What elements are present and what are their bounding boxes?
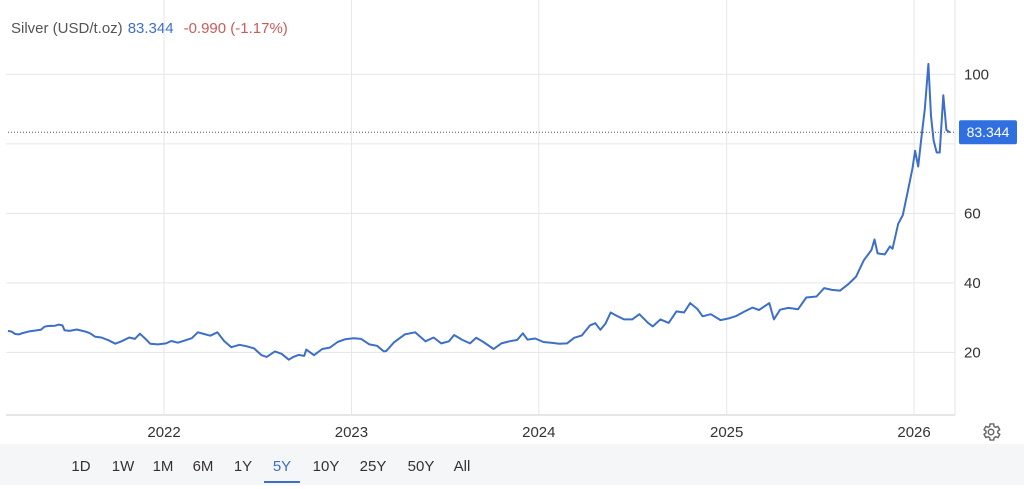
range-button-1w[interactable]: 1W (111, 458, 135, 475)
last-price-badge: 83.344 (959, 120, 1017, 145)
y-tick-label: 40 (964, 275, 981, 292)
range-button-5y[interactable]: 5Y (264, 444, 300, 483)
x-tick-label: 2026 (897, 424, 930, 441)
x-tick-label: 2023 (335, 424, 368, 441)
last-price-badge-label: 83.344 (967, 124, 1010, 140)
gear-icon[interactable] (980, 421, 1002, 443)
range-button-1m[interactable]: 1M (152, 458, 174, 475)
y-tick-label: 60 (964, 205, 981, 222)
chart-grid (6, 0, 956, 416)
range-button-1y[interactable]: 1Y (233, 458, 253, 475)
x-axis: 2022 2023 2024 2025 2026 (147, 424, 930, 441)
range-button-10y[interactable]: 10Y (312, 458, 340, 475)
y-tick-label: 20 (964, 344, 981, 361)
chart-title: Silver (USD/t.oz) (11, 20, 123, 37)
y-tick-label: 100 (964, 66, 989, 83)
chart-header: Silver (USD/t.oz) 83.344 -0.990 (-1.17%) (11, 20, 288, 37)
x-tick-label: 2024 (522, 424, 555, 441)
last-price: 83.344 (127, 20, 174, 37)
range-button-6m[interactable]: 6M (192, 458, 214, 475)
range-button-50y[interactable]: 50Y (407, 458, 435, 475)
price-chart[interactable]: 20 40 60 100 2022 2023 2024 2025 2026 83.344 (0, 0, 1024, 444)
range-button-all[interactable]: All (453, 458, 471, 475)
last-price-badge-box (959, 120, 1017, 145)
y-axis: 20 40 60 100 (964, 66, 989, 361)
price-change: -0.990 (-1.17%) (183, 20, 288, 37)
range-selector: 1D 1W 1M 6M 1Y 5Y 10Y 25Y 50Y All (0, 444, 1024, 485)
silver-price-line[interactable] (7, 62, 951, 361)
range-button-1d[interactable]: 1D (71, 458, 91, 475)
x-tick-label: 2022 (147, 424, 180, 441)
x-tick-label: 2025 (710, 424, 743, 441)
range-button-25y[interactable]: 25Y (359, 458, 387, 475)
